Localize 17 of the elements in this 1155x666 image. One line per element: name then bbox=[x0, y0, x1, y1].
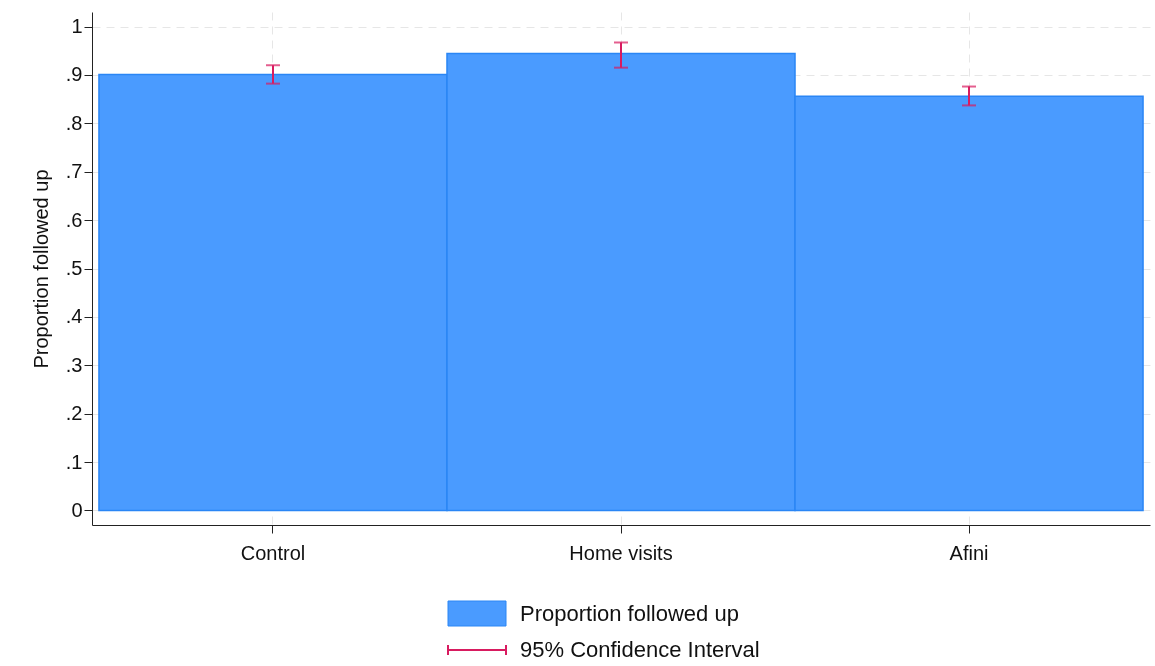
legend-label: Proportion followed up bbox=[520, 601, 739, 626]
y-tick-label: .4 bbox=[65, 305, 83, 328]
y-tick-label: .9 bbox=[65, 63, 83, 86]
y-tick-label: 0 bbox=[71, 498, 83, 521]
y-tick-label: .1 bbox=[65, 450, 83, 473]
y-tick-label: .5 bbox=[65, 257, 83, 279]
y-tick-label: .8 bbox=[65, 111, 83, 134]
y-axis-title: Proportion followed up bbox=[29, 169, 52, 369]
y-tick-label: .7 bbox=[65, 160, 83, 183]
x-tick-label: Afini bbox=[949, 541, 989, 564]
x-tick-label: Control bbox=[240, 541, 306, 564]
text: 95% Confidence Interval bbox=[520, 637, 760, 662]
y-tick-label: .2 bbox=[65, 402, 83, 425]
y-tick-label: .6 bbox=[65, 208, 83, 231]
x-tick-label: Home visits bbox=[569, 541, 673, 564]
y-tick-label: 1 bbox=[71, 15, 83, 38]
y-tick-label: .3 bbox=[65, 353, 83, 376]
